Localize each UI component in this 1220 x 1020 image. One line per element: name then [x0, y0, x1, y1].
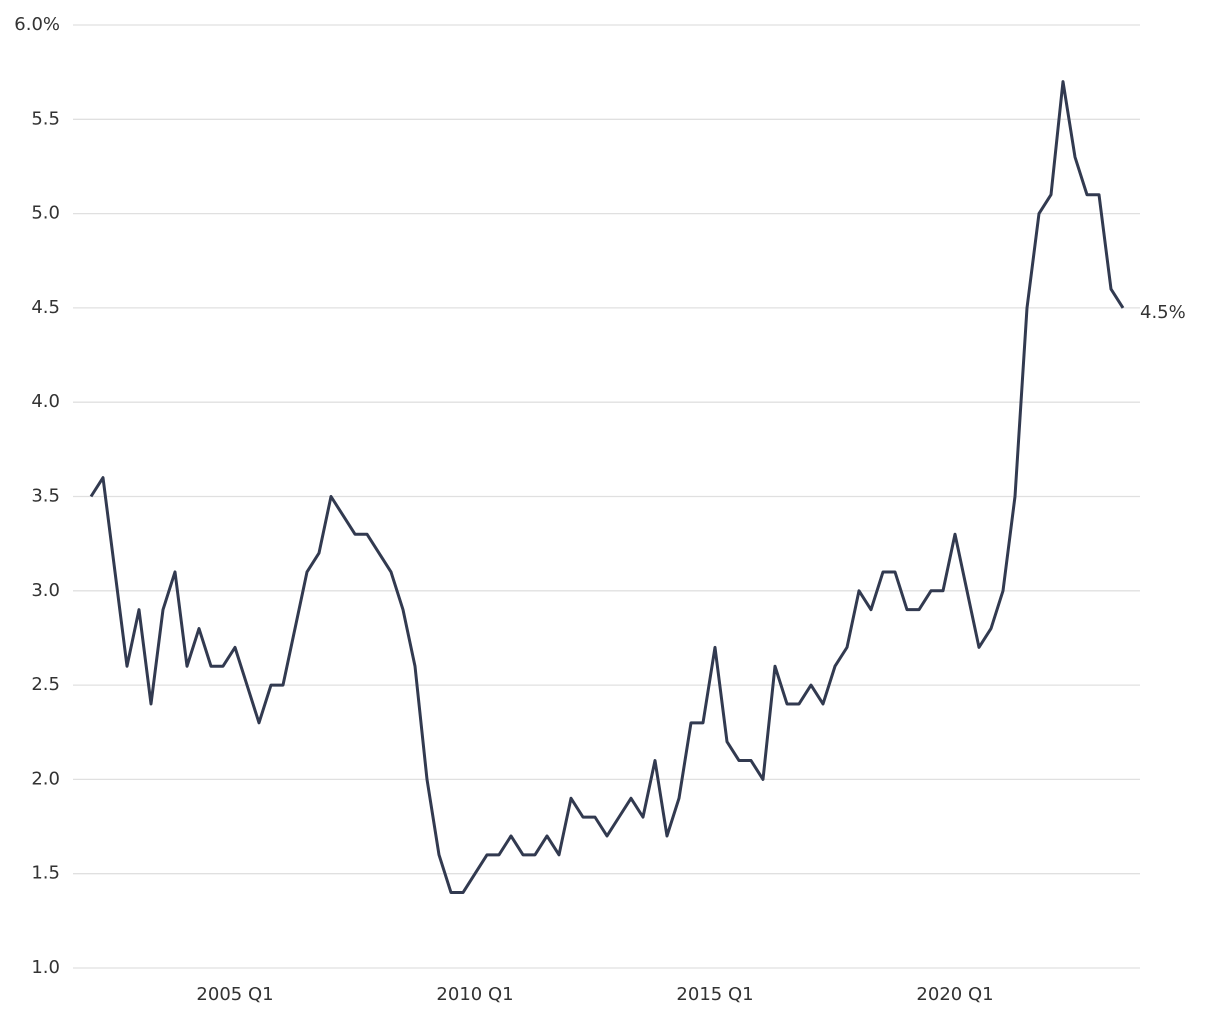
y-tick-label: 3.0 [31, 580, 60, 601]
x-tick-label: 2020 Q1 [916, 984, 993, 1005]
line [89, 80, 1125, 895]
y-tick-label: 5.0 [31, 203, 60, 224]
y-tick-label: 3.5 [31, 486, 60, 507]
y-tick-label: 1.5 [31, 863, 60, 884]
y-tick-label: 5.5 [31, 108, 60, 129]
y-tick-label: 6.0% [14, 14, 60, 35]
x-tick-label: 2010 Q1 [436, 984, 513, 1005]
y-tick-label: 1.0 [31, 957, 60, 978]
y-tick-label: 4.5 [31, 297, 60, 318]
x-tick-label: 2015 Q1 [676, 984, 753, 1005]
y-tick-label: 2.0 [31, 768, 60, 789]
y-tick-label: 2.5 [31, 674, 60, 695]
value-label: 4.5% [1140, 302, 1186, 323]
x-tick-label: 2005 Q1 [196, 984, 273, 1005]
y-tick-label: 4.0 [31, 391, 60, 412]
